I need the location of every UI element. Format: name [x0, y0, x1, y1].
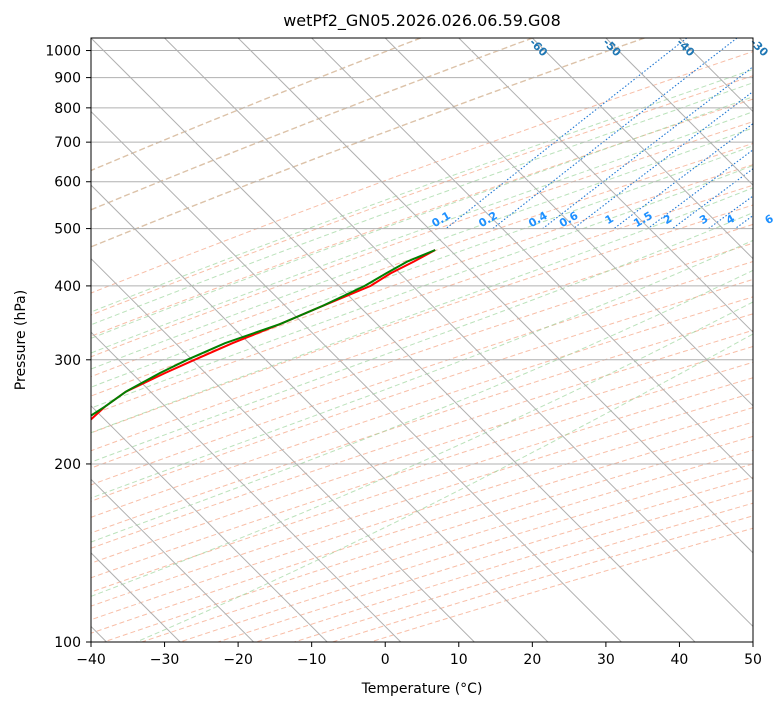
x-tick-label: 50	[744, 652, 762, 668]
y-tick-label: 500	[54, 222, 81, 238]
isotherm-line	[91, 478, 255, 642]
dewpoint-line	[91, 249, 436, 417]
y-tick-label: 600	[54, 175, 81, 191]
y-tick-label: 300	[54, 353, 81, 369]
mixing-ratio-line	[445, 38, 688, 230]
x-tick-label: −10	[297, 652, 327, 668]
dry-adiabat	[91, 261, 753, 486]
isotherm-line	[311, 38, 753, 481]
isotherm-line	[91, 257, 475, 642]
y-tick-label: 200	[54, 457, 81, 473]
x-tick-label: 40	[671, 652, 689, 668]
x-tick-label: 0	[381, 652, 390, 668]
chart-title: wetPf2_GN05.2026.026.06.59.G08	[283, 11, 561, 31]
dry-adiabat	[91, 184, 753, 416]
y-tick-label: 100	[54, 635, 81, 651]
x-tick-label: 20	[523, 652, 541, 668]
y-tick-label: 700	[54, 135, 81, 151]
isotherm-line	[164, 38, 753, 628]
dry-adiabat	[91, 296, 753, 518]
dry-adiabat	[91, 223, 753, 452]
plot-frame	[90, 37, 754, 643]
isotherm-line	[91, 110, 622, 642]
dry-adiabat	[91, 98, 753, 337]
moist-adiabat	[91, 239, 753, 499]
x-axis: −40 −30 −20 −10 0 10 20 30 40 50	[76, 642, 762, 668]
moist-adiabat	[91, 187, 753, 434]
y-axis: 100 200 300 400 500 600 700 800 900 1000	[45, 44, 91, 651]
dry-adiabat	[91, 121, 753, 358]
mixing-ratio-line	[672, 168, 753, 230]
dry-adiabat	[91, 242, 753, 469]
x-tick-label: −40	[76, 652, 106, 668]
profile-lines	[91, 249, 436, 421]
y-tick-label: 400	[54, 279, 81, 295]
moist-adiabat	[91, 127, 753, 370]
y-tick-label: 800	[54, 101, 81, 117]
y-tick-label: 1000	[45, 44, 81, 60]
isotherm-line	[458, 38, 753, 333]
dry-adiabat	[91, 164, 753, 397]
background-lines	[91, 38, 753, 642]
isotherm-line	[605, 38, 753, 186]
isotherm-line	[91, 331, 402, 642]
x-tick-label: −30	[150, 652, 180, 668]
dry-adiabat	[91, 50, 753, 294]
x-tick-label: 30	[597, 652, 615, 668]
isotherm-line	[237, 38, 753, 554]
x-axis-label: Temperature (°C)	[361, 681, 483, 697]
mixing-ratio-label: 6	[763, 212, 775, 227]
moist-adiabat	[91, 301, 753, 597]
moist-adiabat	[91, 96, 753, 339]
isotherm-line	[91, 405, 328, 642]
mixing-ratio-line	[492, 38, 738, 230]
x-tick-label: 10	[450, 652, 468, 668]
mixing-ratio-line	[542, 66, 753, 230]
isotherm-line	[91, 38, 696, 642]
dry-adiabat	[91, 204, 753, 434]
moist-adiabat	[91, 269, 753, 543]
y-tick-label: 900	[54, 71, 81, 87]
grid-lines	[91, 38, 753, 642]
dry-adiabat	[91, 142, 753, 378]
mixing-ratio-line	[613, 122, 753, 230]
dry-adiabat	[91, 329, 753, 549]
plot-area	[91, 38, 753, 642]
x-tick-label: −20	[223, 652, 253, 668]
dry-adiabat-cold	[91, 38, 533, 211]
isotherm-line	[531, 38, 753, 260]
y-axis-label: Pressure (hPa)	[13, 290, 29, 390]
isotherm-label: -70	[0, 510, 3, 533]
isotherm-line	[752, 38, 753, 39]
dry-adiabat-cold	[91, 38, 645, 248]
dry-adiabat	[91, 278, 753, 502]
isotherm-line	[384, 38, 753, 407]
dry-adiabat	[91, 313, 753, 534]
isotherm-line	[91, 184, 549, 642]
